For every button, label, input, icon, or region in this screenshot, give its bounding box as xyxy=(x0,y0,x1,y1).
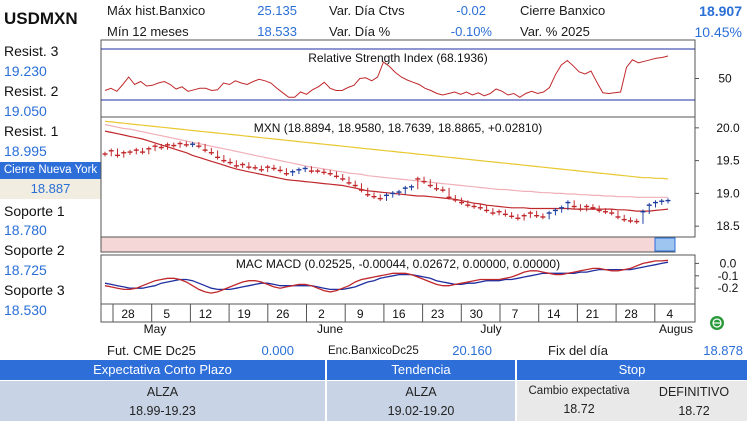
stop-definitivo-cell: DEFINITIVO 18.72 xyxy=(641,381,747,421)
min12-value: 18.533 xyxy=(257,24,297,39)
cierre-banxico-label: Cierre Banxico xyxy=(520,3,606,18)
rsi-line xyxy=(104,55,669,98)
tendencia-header: Tendencia xyxy=(327,360,515,380)
support3-value: 18.530 xyxy=(4,302,47,318)
x-month-label: Augus xyxy=(659,322,693,336)
fix-dia-value: 18.878 xyxy=(703,343,743,358)
support2-label: Soporte 2 xyxy=(4,242,65,258)
enc-banxico-label: Enc.BanxicoDc25 xyxy=(328,345,419,357)
stop-definitivo-value: 18.72 xyxy=(678,404,710,418)
macd-title: MAC MACD (0.02525, -0.00044, 0.02672, 0.… xyxy=(236,257,560,271)
resist2-value: 19.050 xyxy=(4,103,47,119)
x-axis: 28 5 12 19 26 2 9 16 23 30 7 14 21 28 4 May June July Aug… xyxy=(100,303,696,336)
macd-line xyxy=(104,259,669,294)
resist3-value: 19.230 xyxy=(4,63,47,79)
x-day-label: 19 xyxy=(237,307,251,321)
x-day-label: 4 xyxy=(666,307,673,321)
support3-label: Soporte 3 xyxy=(4,282,65,298)
max-hist-value: 25.135 xyxy=(257,3,297,18)
support2-value: 18.725 xyxy=(4,262,47,278)
expectativa-cell: ALZA 18.99-19.23 xyxy=(0,381,325,421)
x-day-label: 2 xyxy=(318,307,325,321)
macd-ytick-label: -0.2 xyxy=(718,281,739,295)
x-month-label: June xyxy=(317,322,343,336)
x-day-label: 30 xyxy=(470,307,484,321)
price-ytick-label: 19.0 xyxy=(716,186,740,200)
var-dia-pct-label: Var. Día % xyxy=(329,24,391,39)
resist1-value: 18.995 xyxy=(4,143,47,159)
x-day-label: 21 xyxy=(586,307,600,321)
stop-definitivo-label: DEFINITIVO xyxy=(658,385,730,399)
x-day-label: 23 xyxy=(431,307,445,321)
ny-close-value: 18.887 xyxy=(0,179,101,199)
support1-label: Soporte 1 xyxy=(4,203,65,219)
macd-ytick-label: -0.1 xyxy=(718,269,739,283)
macd-ytick-label: 0.0 xyxy=(720,256,737,270)
price-ytick-label: 20.0 xyxy=(716,121,740,135)
ny-close-label: Cierre Nueva York xyxy=(0,162,101,179)
x-day-label: 26 xyxy=(276,307,290,321)
x-day-label: 16 xyxy=(392,307,406,321)
macd-panel: MAC MACD (0.02525, -0.00044, 0.02672, 0.… xyxy=(100,254,739,305)
fix-dia-label: Fix del día xyxy=(548,343,608,358)
resist3-label: Resist. 3 xyxy=(4,43,59,59)
x-day-label: 12 xyxy=(199,307,213,321)
rsi-panel: Relative Strength Index (68.1936) 50 xyxy=(100,39,732,118)
min12-label: Mín 12 meses xyxy=(107,24,189,39)
resist1-label: Resist. 1 xyxy=(4,123,59,139)
var-dia-ctvs-value: -0.02 xyxy=(456,3,486,18)
support1-value: 18.780 xyxy=(4,222,47,238)
rsi-ytick-label: 50 xyxy=(718,72,732,86)
stop-header: Stop xyxy=(517,360,747,380)
ma-long-line xyxy=(104,120,669,180)
x-day-label: 5 xyxy=(163,307,170,321)
max-hist-label: Máx hist.Banxico xyxy=(107,3,206,18)
x-day-label: 14 xyxy=(547,307,561,321)
price-panel: MXN (18.8894, 18.9580, 18.7639, 18.8865,… xyxy=(100,116,740,238)
tendencia-direction: ALZA xyxy=(405,385,437,399)
var-2025-label: Var. % 2025 xyxy=(520,24,590,39)
enc-banxico-value: 20.160 xyxy=(452,343,492,358)
price-chart: Relative Strength Index (68.1936) 50 MXN… xyxy=(100,39,740,336)
cierre-banxico-value: 18.907 xyxy=(699,3,742,19)
var-dia-ctvs-label: Var. Día Ctvs xyxy=(329,3,405,18)
ticker-symbol: USDMXN xyxy=(4,9,78,28)
stop-cambio-cell: Cambio expectativa 18.72 xyxy=(517,381,641,421)
expectativa-header: Expectativa Corto Plazo xyxy=(0,360,325,380)
tendencia-cell: ALZA 19.02-19.20 xyxy=(327,381,515,421)
expectativa-range: 18.99-19.23 xyxy=(129,404,196,418)
tendencia-range: 19.02-19.20 xyxy=(387,404,455,418)
rsi-title: Relative Strength Index (68.1936) xyxy=(308,51,487,65)
chart-scrollbar[interactable] xyxy=(100,236,676,253)
x-day-label: 9 xyxy=(357,307,364,321)
price-title: MXN (18.8894, 18.9580, 18.7639, 18.8865,… xyxy=(254,121,543,135)
price-ytick-label: 19.5 xyxy=(716,154,740,168)
price-ytick-label: 18.5 xyxy=(716,219,740,233)
x-day-label: 28 xyxy=(624,307,638,321)
x-day-label: 28 xyxy=(121,307,135,321)
fut-cme-label: Fut. CME Dc25 xyxy=(107,343,196,358)
stop-cambio-value: 18.72 xyxy=(563,402,595,416)
var-dia-pct-value: -0.10% xyxy=(450,24,492,39)
resist2-label: Resist. 2 xyxy=(4,83,59,99)
fut-cme-value: 0.000 xyxy=(261,343,294,358)
macd-signal-line xyxy=(104,261,669,291)
refresh-logo-icon[interactable] xyxy=(710,316,724,330)
scrollbar-thumb[interactable] xyxy=(654,237,676,252)
ma-short-line xyxy=(104,130,669,212)
ny-close-box: Cierre Nueva York 18.887 xyxy=(0,162,101,199)
x-month-label: July xyxy=(480,322,501,336)
x-month-label: May xyxy=(144,322,167,336)
var-2025-value: 10.45% xyxy=(694,24,742,40)
expectativa-direction: ALZA xyxy=(146,385,179,399)
stop-cambio-label: Cambio expectativa xyxy=(528,385,630,397)
x-day-label: 7 xyxy=(512,307,519,321)
